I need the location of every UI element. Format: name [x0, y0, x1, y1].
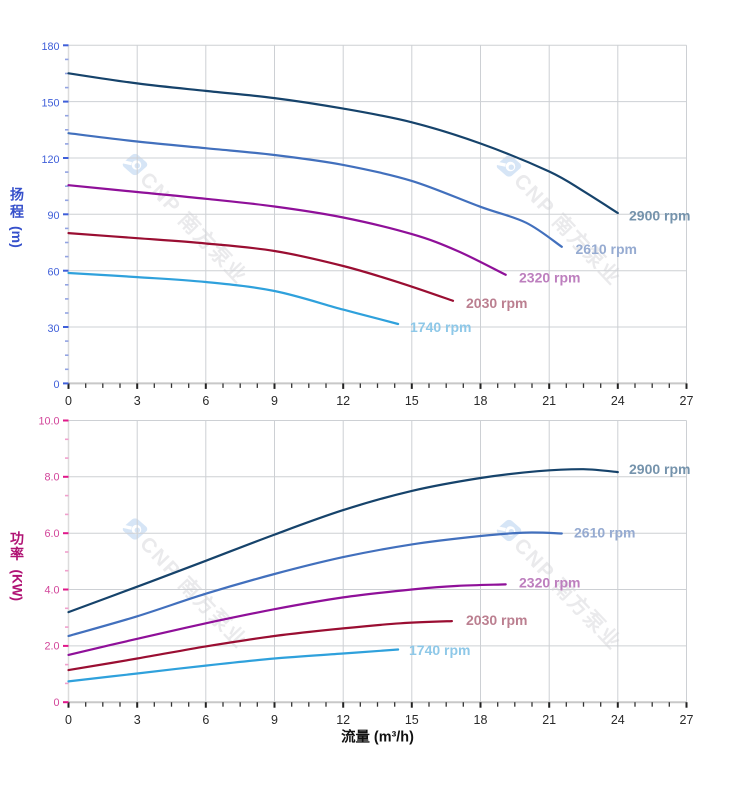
svg-text:18: 18: [474, 713, 488, 727]
svg-text:0: 0: [65, 713, 72, 727]
svg-text:27: 27: [680, 394, 694, 408]
svg-text:程: 程: [10, 204, 24, 220]
svg-text:21: 21: [542, 394, 556, 408]
svg-text:21: 21: [542, 713, 556, 727]
svg-text:12: 12: [336, 713, 350, 727]
svg-text:30: 30: [47, 323, 59, 335]
svg-text:90: 90: [47, 210, 59, 222]
svg-text:15: 15: [405, 713, 419, 727]
svg-text:3: 3: [134, 394, 141, 408]
svg-text:扬: 扬: [10, 187, 24, 203]
svg-text:0: 0: [65, 394, 72, 408]
svg-text:2030 rpm: 2030 rpm: [466, 295, 527, 311]
svg-text:12: 12: [336, 394, 350, 408]
svg-text:10.0: 10.0: [38, 415, 59, 427]
svg-text:60: 60: [47, 267, 59, 279]
svg-text:4.0: 4.0: [44, 584, 59, 596]
svg-text:功: 功: [10, 531, 24, 547]
svg-text:(KW): (KW): [9, 570, 24, 601]
svg-text:1740 rpm: 1740 rpm: [409, 642, 470, 658]
svg-text:3: 3: [134, 713, 141, 727]
svg-text:(m): (m): [9, 226, 25, 248]
svg-text:24: 24: [611, 394, 625, 408]
svg-text:2610 rpm: 2610 rpm: [574, 525, 635, 541]
svg-text:24: 24: [611, 713, 625, 727]
svg-text:18: 18: [474, 394, 488, 408]
svg-text:8.0: 8.0: [44, 472, 59, 484]
svg-text:流量 (m³/h): 流量 (m³/h): [341, 728, 414, 746]
svg-text:9: 9: [271, 394, 278, 408]
svg-text:150: 150: [41, 97, 59, 109]
svg-text:6: 6: [202, 713, 209, 727]
svg-text:6: 6: [202, 394, 209, 408]
svg-text:2320 rpm: 2320 rpm: [519, 270, 580, 286]
svg-text:15: 15: [405, 394, 419, 408]
svg-text:2030 rpm: 2030 rpm: [466, 612, 527, 628]
svg-text:2610 rpm: 2610 rpm: [576, 241, 637, 257]
svg-text:6.0: 6.0: [44, 528, 59, 540]
svg-text:1740 rpm: 1740 rpm: [410, 319, 471, 335]
svg-text:2.0: 2.0: [44, 641, 59, 653]
svg-text:2320 rpm: 2320 rpm: [519, 575, 580, 591]
svg-text:27: 27: [680, 713, 694, 727]
svg-text:0: 0: [53, 697, 59, 709]
svg-text:180: 180: [41, 41, 59, 53]
svg-text:0: 0: [53, 379, 59, 391]
svg-text:120: 120: [41, 154, 59, 166]
svg-text:率: 率: [10, 546, 24, 562]
svg-text:2900 rpm: 2900 rpm: [629, 208, 690, 224]
svg-text:2900 rpm: 2900 rpm: [629, 461, 690, 477]
svg-text:9: 9: [271, 713, 278, 727]
